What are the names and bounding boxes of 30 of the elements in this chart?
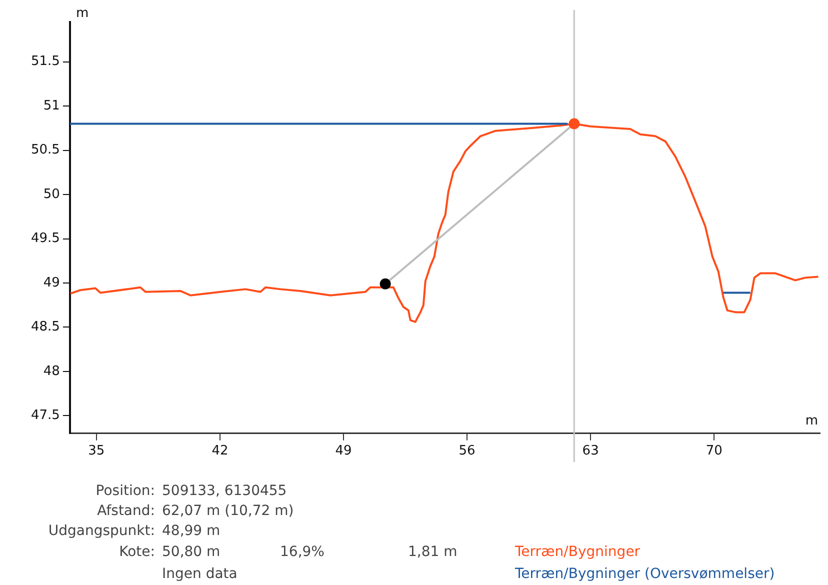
text: Afstand:	[97, 502, 155, 520]
x-tick-label: 35	[88, 444, 105, 459]
y-tick-label: 51.5	[30, 54, 60, 70]
x-tick-label: 49	[335, 444, 352, 459]
y-tick-label: 49.5	[30, 231, 60, 246]
text: 16,9%	[280, 543, 324, 561]
x-tick-label: 42	[212, 444, 228, 459]
text: 50,80 m	[162, 543, 220, 561]
x-tick-label: 70	[706, 444, 722, 459]
x-tick-label: 63	[582, 444, 599, 459]
y-tick-label: 51	[43, 98, 60, 114]
text: Ingen data	[162, 565, 238, 583]
y-tick-label: 47.5	[30, 408, 60, 424]
y-tick-label: 50.5	[30, 142, 60, 158]
text: Terræn/Bygninger	[515, 543, 640, 561]
text: Kote:	[119, 543, 155, 561]
text: Position:	[96, 482, 155, 500]
y-tick-label: 50	[43, 186, 60, 202]
text: 48,99 m	[162, 522, 220, 540]
text: 62,07 m (10,72 m)	[162, 502, 294, 520]
x-tick-label: 56	[458, 444, 476, 459]
text: 509133, 6130455	[162, 482, 287, 500]
y-tick-label: 48.5	[30, 320, 60, 335]
text: Udgangspunkt:	[48, 522, 155, 540]
x-axis-title: m	[805, 413, 818, 428]
y-axis-title: m	[76, 6, 89, 21]
y-tick-label: 48	[43, 364, 60, 379]
y-tick-label: 49	[43, 275, 60, 290]
text: Terræn/Bygninger (Oversvømmelser)	[515, 565, 775, 583]
text: 1,81 m	[408, 543, 458, 561]
